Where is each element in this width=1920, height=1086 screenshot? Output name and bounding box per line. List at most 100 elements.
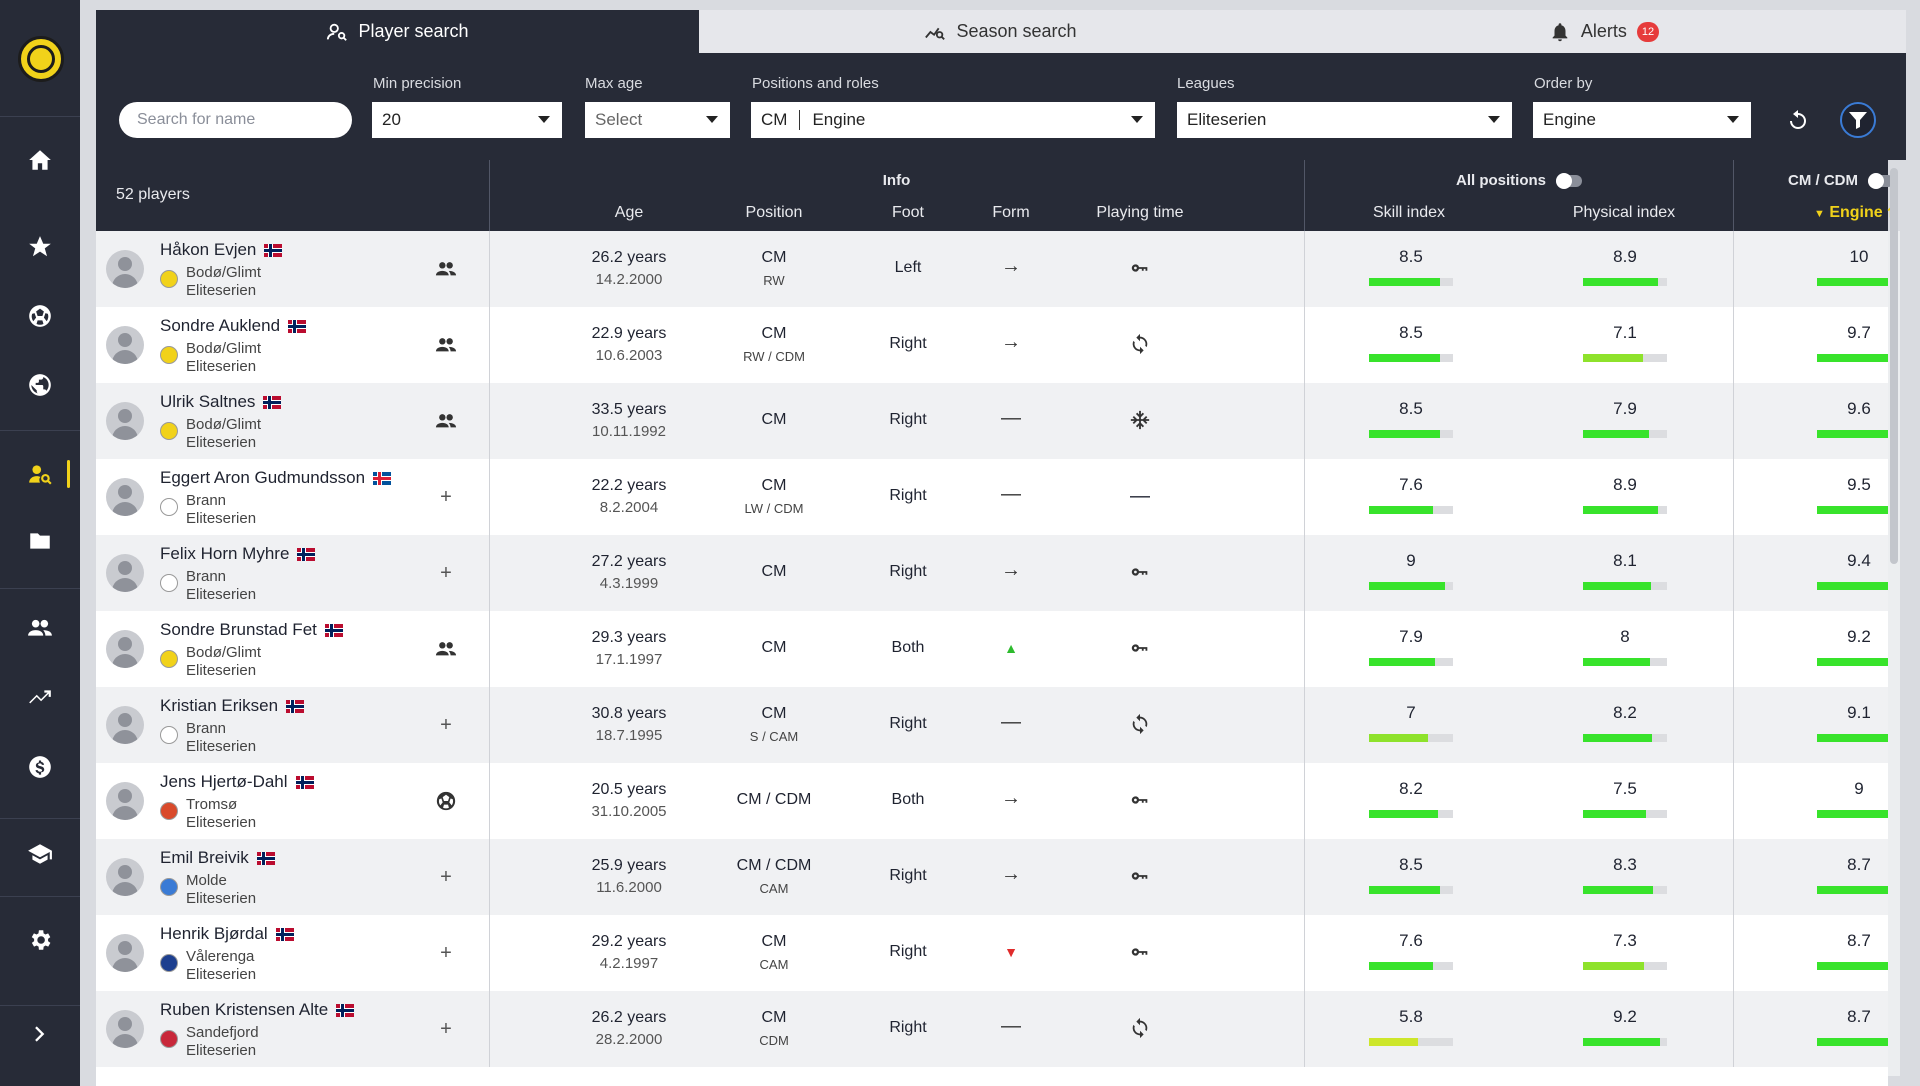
position-primary: CM xyxy=(761,1009,787,1026)
player-name[interactable]: Sondre Brunstad Fet xyxy=(160,620,343,640)
age-years: 26.2 years xyxy=(591,249,667,266)
folder-icon[interactable] xyxy=(0,513,80,569)
filter-icon xyxy=(1849,112,1867,129)
foot-value: Right xyxy=(889,335,927,352)
squad-icon[interactable] xyxy=(434,257,458,281)
key-icon xyxy=(1100,257,1180,279)
tab-alerts[interactable]: Alerts 12 xyxy=(1302,10,1906,53)
table-row[interactable]: Kristian Eriksen Brann Eliteserien + 30.… xyxy=(96,687,1888,763)
all-positions-toggle[interactable] xyxy=(1556,173,1582,190)
reset-button[interactable] xyxy=(1780,102,1816,138)
player-name[interactable]: Eggert Aron Gudmundsson xyxy=(160,468,392,488)
add-icon[interactable]: + xyxy=(440,865,452,888)
skill-index-header[interactable]: Skill index xyxy=(1372,204,1446,221)
tab-season-search[interactable]: Season search xyxy=(699,10,1302,53)
skill-index-value: 7.6 xyxy=(1399,931,1423,950)
foot-value: Right xyxy=(889,411,927,428)
role-group-toggle[interactable] xyxy=(1868,173,1894,190)
table-row[interactable]: Felix Horn Myhre Brann Eliteserien + 27.… xyxy=(96,535,1888,611)
avatar xyxy=(106,934,144,972)
chevron-right-icon[interactable] xyxy=(0,1006,80,1062)
foot-header[interactable]: Foot xyxy=(891,204,924,221)
engine-value: 9.1 xyxy=(1847,703,1871,722)
home-icon[interactable] xyxy=(0,132,80,188)
form-indicator: — xyxy=(1001,1015,1021,1037)
football-icon[interactable] xyxy=(0,288,80,344)
avatar xyxy=(106,250,144,288)
add-icon[interactable]: + xyxy=(440,941,452,964)
skill-index-bar xyxy=(1369,506,1453,514)
search-input[interactable] xyxy=(119,102,352,138)
people-icon[interactable] xyxy=(0,600,80,656)
form-header[interactable]: Form xyxy=(992,204,1030,221)
leagues-select[interactable]: Eliteserien xyxy=(1177,102,1512,138)
player-name[interactable]: Henrik Bjørdal xyxy=(160,924,294,944)
squad-icon[interactable] xyxy=(434,637,458,661)
skill-index-value: 8.2 xyxy=(1399,779,1423,798)
player-name[interactable]: Jens Hjertø-Dahl xyxy=(160,772,314,792)
skill-index-bar xyxy=(1369,582,1453,590)
table-row[interactable]: Sondre Brunstad Fet Bodø/Glimt Eliteseri… xyxy=(96,611,1888,687)
birth-date: 10.11.1992 xyxy=(592,423,666,440)
player-name[interactable]: Felix Horn Myhre xyxy=(160,544,316,564)
football-icon[interactable] xyxy=(434,789,458,813)
main-panel: Player search Season search Alerts 12 Mi… xyxy=(96,10,1906,1086)
playing-time-header[interactable]: Playing time xyxy=(1096,204,1184,221)
table-row[interactable]: Ulrik Saltnes Bodø/Glimt Eliteserien 33.… xyxy=(96,383,1888,459)
age-years: 30.8 years xyxy=(591,705,667,722)
squad-icon[interactable] xyxy=(434,409,458,433)
table-row[interactable]: Jens Hjertø-Dahl Tromsø Eliteserien 20.5… xyxy=(96,763,1888,839)
avatar xyxy=(106,782,144,820)
filter-button[interactable] xyxy=(1840,102,1876,138)
table-row[interactable]: Eggert Aron Gudmundsson Brann Eliteserie… xyxy=(96,459,1888,535)
club-logo[interactable] xyxy=(18,36,64,82)
min-precision-select[interactable]: 20 xyxy=(372,102,562,138)
squad-icon[interactable] xyxy=(434,333,458,357)
settings-icon[interactable] xyxy=(0,912,80,968)
globe-icon[interactable] xyxy=(0,357,80,413)
physical-index-value: 9.2 xyxy=(1613,1007,1637,1026)
add-icon[interactable]: + xyxy=(440,485,452,508)
physical-index-value: 7.1 xyxy=(1613,323,1637,342)
add-icon[interactable]: + xyxy=(440,561,452,584)
position-primary: CM xyxy=(761,411,787,428)
star-icon[interactable] xyxy=(0,219,80,275)
player-name[interactable]: Håkon Evjen xyxy=(160,240,283,260)
age-years: 29.3 years xyxy=(591,629,667,646)
league-name: Eliteserien xyxy=(186,966,257,983)
player-name[interactable]: Ulrik Saltnes xyxy=(160,392,282,412)
engine-bar xyxy=(1817,354,1888,362)
league-name: Eliteserien xyxy=(186,738,257,755)
player-search-icon[interactable] xyxy=(0,446,80,502)
table-row[interactable]: Ruben Kristensen Alte Sandefjord Elitese… xyxy=(96,991,1888,1067)
order-by-select[interactable]: Engine xyxy=(1533,102,1751,138)
table-row[interactable]: Henrik Bjørdal Vålerenga Eliteserien + 2… xyxy=(96,915,1888,991)
age-header[interactable]: Age xyxy=(614,204,644,221)
max-age-select[interactable]: Select xyxy=(585,102,730,138)
table-row[interactable]: Håkon Evjen Bodø/Glimt Eliteserien 26.2 … xyxy=(96,231,1888,307)
player-name[interactable]: Sondre Auklend xyxy=(160,316,307,336)
trend-icon[interactable] xyxy=(0,670,80,726)
dollar-icon[interactable] xyxy=(0,739,80,795)
add-icon[interactable]: + xyxy=(440,713,452,736)
positions-select[interactable]: CM Engine xyxy=(751,102,1155,138)
player-name[interactable]: Emil Breivik xyxy=(160,848,275,868)
table-row[interactable]: Sondre Auklend Bodø/Glimt Eliteserien 22… xyxy=(96,307,1888,383)
player-name[interactable]: Kristian Eriksen xyxy=(160,696,305,716)
add-icon[interactable]: + xyxy=(440,1017,452,1040)
rotate-icon xyxy=(1100,1017,1180,1039)
player-name[interactable]: Ruben Kristensen Alte xyxy=(160,1000,355,1020)
league-name: Eliteserien xyxy=(186,586,257,603)
physical-index-value: 8.9 xyxy=(1613,475,1637,494)
foot-value: Right xyxy=(889,943,927,960)
birth-date: 14.2.2000 xyxy=(595,271,663,288)
table-row[interactable]: Emil Breivik Molde Eliteserien + 25.9 ye… xyxy=(96,839,1888,915)
graduation-icon[interactable] xyxy=(0,826,80,882)
engine-bar xyxy=(1817,430,1888,438)
tab-player-search[interactable]: Player search xyxy=(96,10,699,53)
scrollbar-thumb[interactable] xyxy=(1890,168,1898,564)
position-header[interactable]: Position xyxy=(745,204,803,221)
physical-index-header[interactable]: Physical index xyxy=(1572,204,1676,221)
club-name: Brann xyxy=(186,492,227,509)
position-secondary: RW xyxy=(763,273,785,288)
